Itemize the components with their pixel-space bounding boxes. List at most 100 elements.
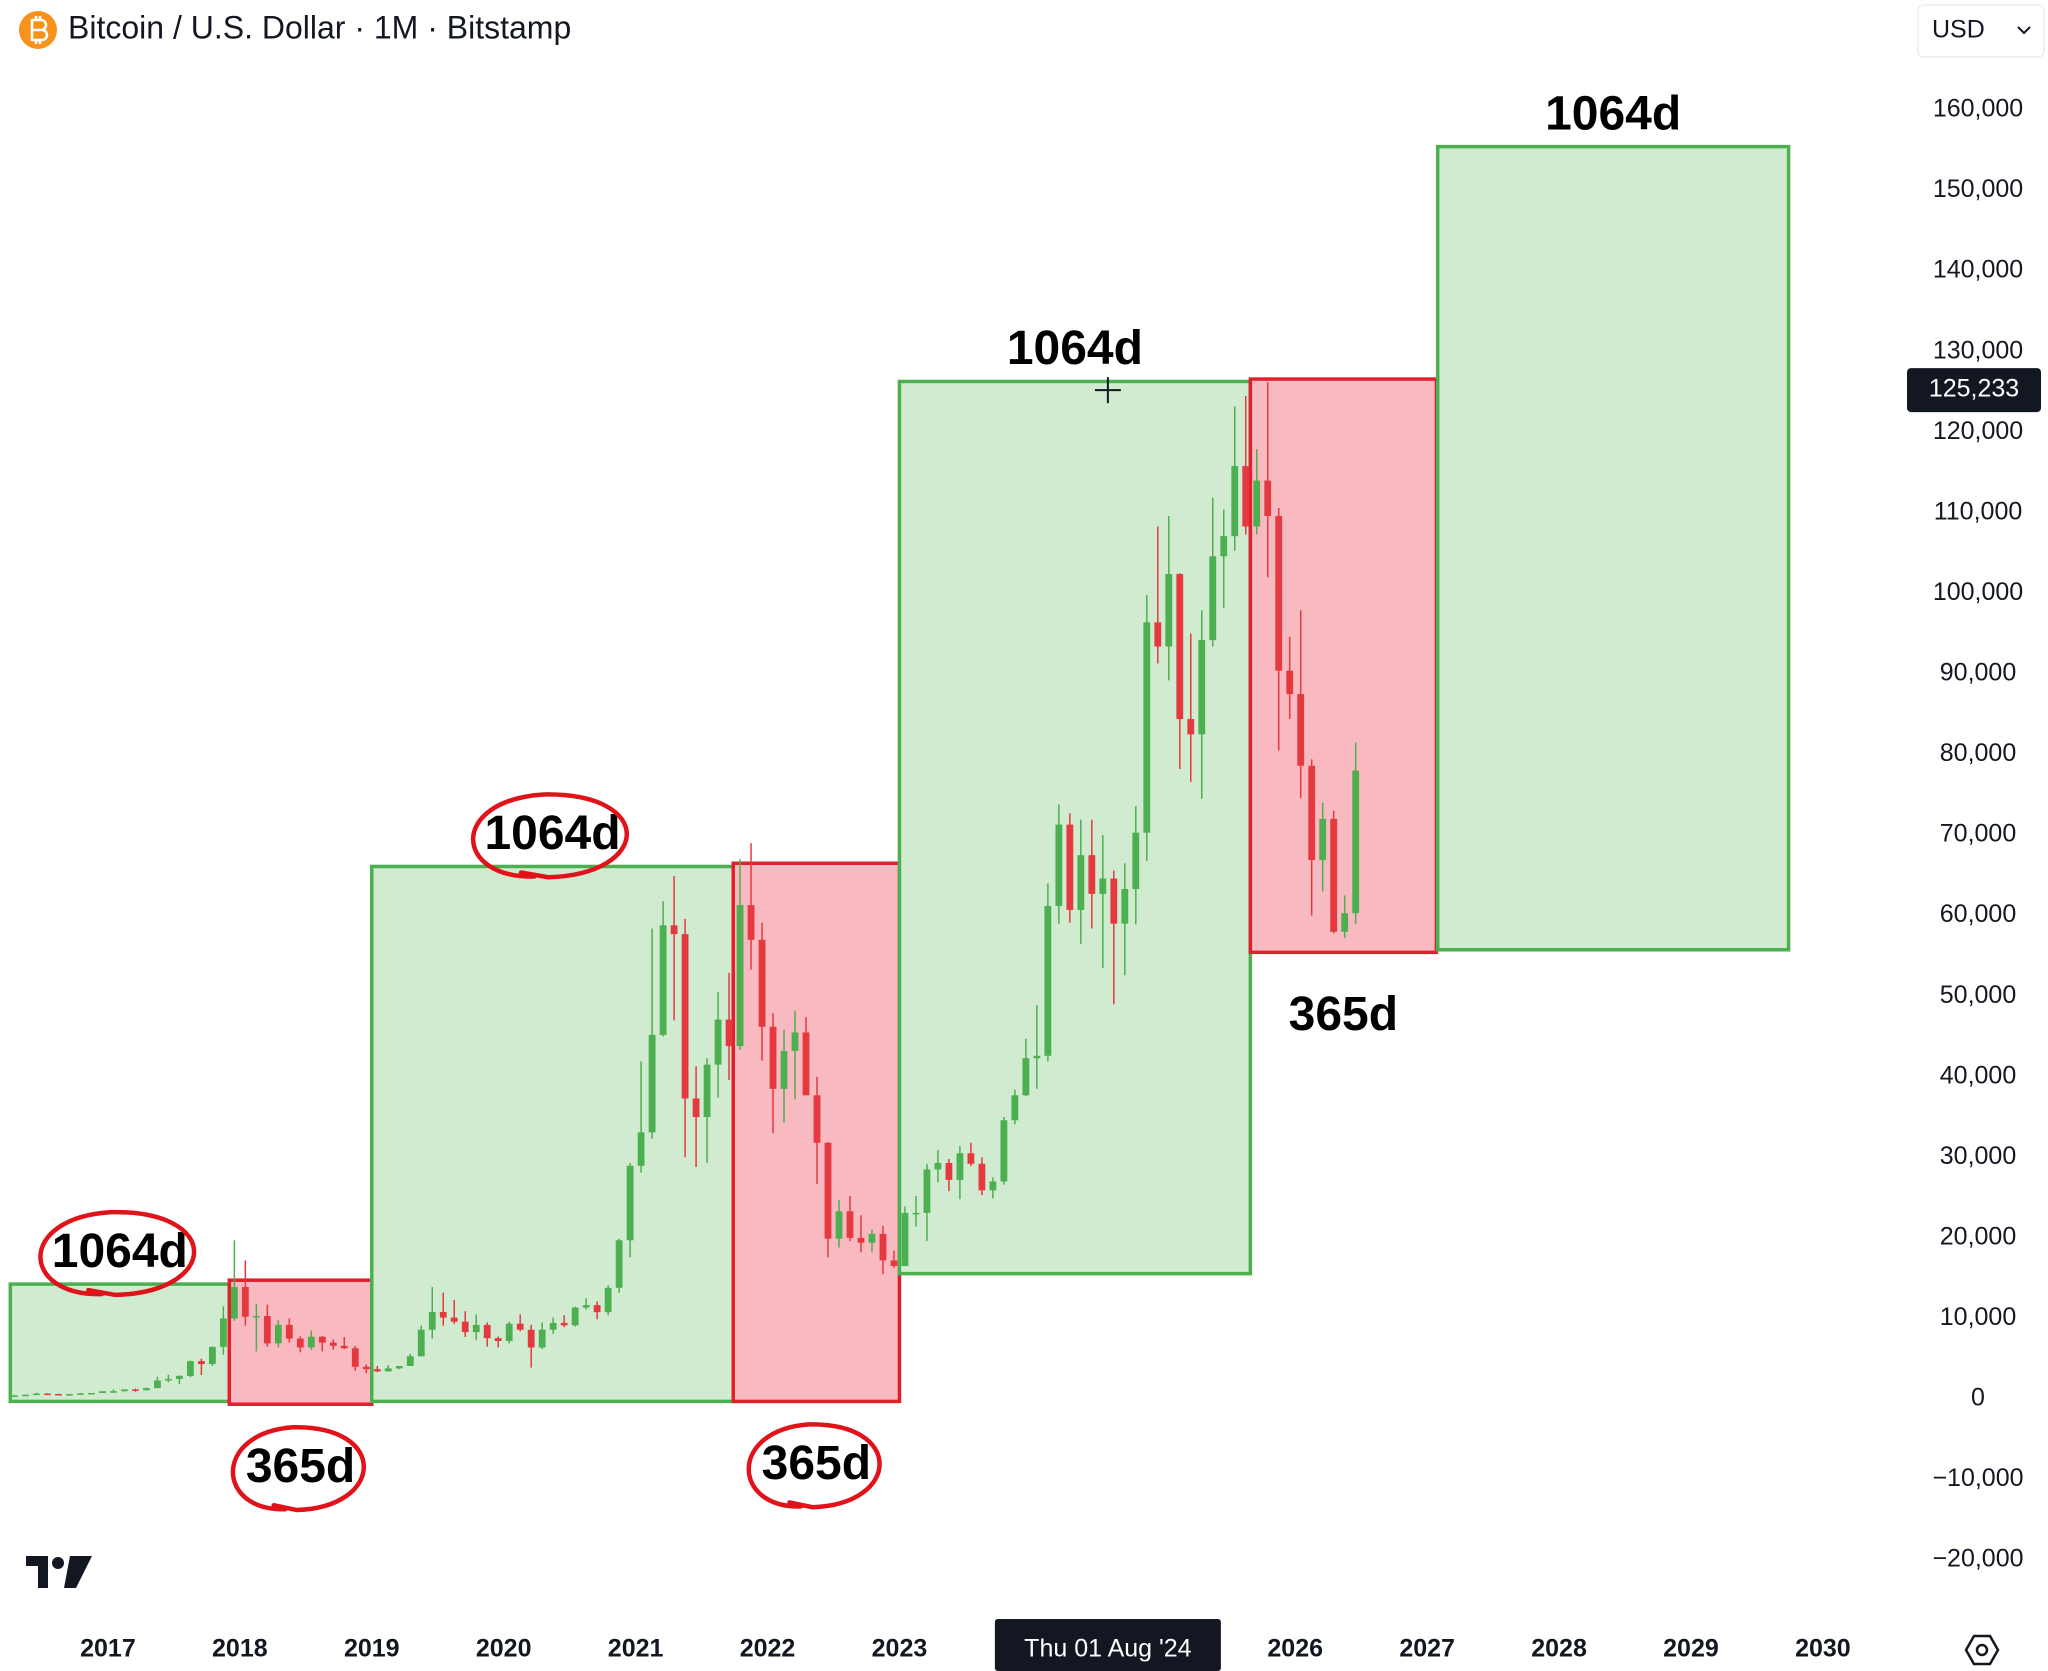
candle-body: [197, 1361, 205, 1365]
candle-body: [1352, 770, 1360, 914]
candle-body: [703, 1064, 711, 1118]
candle-body: [132, 1389, 139, 1391]
candle-body: [626, 1165, 634, 1241]
crosshair-price-box: [1907, 368, 2041, 413]
candle-body: [461, 1321, 469, 1333]
candle-body: [527, 1329, 535, 1348]
candle-body: [1055, 824, 1063, 906]
range-box: [897, 379, 1253, 1276]
candle-body: [285, 1324, 293, 1339]
candle-body: [1099, 878, 1107, 894]
candle-body: [33, 1393, 40, 1396]
candle-body: [1165, 574, 1173, 647]
x-tick-label: 2018: [212, 1635, 268, 1663]
candle-body: [516, 1323, 524, 1330]
candle-body: [1242, 466, 1250, 527]
currency-label[interactable]: USD: [1932, 16, 1985, 44]
candle-body: [88, 1392, 95, 1395]
candle-body: [571, 1307, 579, 1326]
candle-body: [1220, 536, 1228, 557]
candle-body: [692, 1098, 700, 1118]
candle-body: [1187, 719, 1195, 735]
candle-body: [901, 1212, 909, 1267]
candle-body: [143, 1388, 150, 1391]
candle-body: [670, 925, 678, 935]
candle-body: [923, 1169, 931, 1213]
y-tick-label: 150,000: [1933, 175, 2023, 203]
y-tick-label: 0: [1971, 1384, 1985, 1412]
candle-body: [373, 1369, 381, 1372]
candle-body: [263, 1316, 271, 1344]
candle-body: [1088, 855, 1096, 894]
y-tick-label: 120,000: [1933, 417, 2023, 445]
box-label: 1064d: [1545, 87, 1681, 140]
settings-icon[interactable]: [1964, 1634, 2000, 1666]
y-tick-label: 20,000: [1940, 1222, 2016, 1250]
x-tick-label: 2027: [1399, 1635, 1455, 1663]
y-tick-label: 10,000: [1940, 1303, 2016, 1331]
currency-button[interactable]: [1917, 4, 2045, 58]
candle-body: [175, 1375, 183, 1380]
x-tick-label: 2020: [476, 1635, 532, 1663]
header: Bitcoin / U.S. Dollar · 1M · Bitstamp US…: [19, 4, 2045, 58]
tradingview-logo: [26, 1556, 92, 1588]
candle-body: [989, 1181, 997, 1191]
candle-body: [307, 1336, 315, 1348]
candle-body: [121, 1389, 128, 1392]
candle-body: [66, 1394, 73, 1396]
candle-body: [494, 1338, 502, 1341]
candle-body: [868, 1233, 876, 1243]
chevron-icon[interactable]: [2017, 26, 2031, 35]
candle-body: [956, 1153, 964, 1180]
candle-body: [274, 1324, 282, 1344]
y-tick-label: 160,000: [1933, 95, 2023, 123]
candle-body: [22, 1394, 29, 1397]
x-tick-label: 2021: [608, 1635, 664, 1663]
crosshair-price-label: 125,233: [1929, 375, 2019, 403]
time-axis: 2017 2018 2019 2020 2021 2022 2023 2026 2027 2028…: [80, 1619, 1851, 1671]
candle-body: [1066, 824, 1074, 910]
x-tick-label: 2026: [1267, 1635, 1323, 1663]
candle-body: [637, 1132, 645, 1166]
candle-body: [55, 1393, 62, 1396]
candle-body: [582, 1305, 590, 1308]
candle-body: [1044, 905, 1052, 1056]
candle-body: [439, 1311, 447, 1318]
candle-body: [1143, 622, 1151, 833]
candle-body: [1275, 516, 1283, 671]
candle-body: [1308, 765, 1316, 861]
plot-area: 1064d 365d 1064d 365d 1064d 365d 1064d: [8, 87, 1791, 1513]
y-tick-label: 80,000: [1940, 739, 2016, 767]
candle-body: [1253, 480, 1261, 527]
candle-body: [99, 1391, 106, 1393]
candle-body: [1033, 1055, 1041, 1059]
candle-body: [428, 1311, 436, 1330]
crosshair-time-label: Thu 01 Aug '24: [1024, 1635, 1192, 1663]
candle-body: [329, 1342, 337, 1346]
candle-body: [77, 1393, 84, 1395]
x-tick-label: 2023: [872, 1635, 928, 1663]
y-tick-label: 130,000: [1933, 336, 2023, 364]
hand-drawn-circle: [746, 1422, 882, 1510]
candle-body: [472, 1324, 480, 1333]
candle-body: [890, 1260, 898, 1267]
candle-body: [769, 1026, 777, 1089]
x-tick-label: 2028: [1531, 1635, 1587, 1663]
y-tick-label: −10,000: [1932, 1464, 2023, 1492]
y-tick-label: 40,000: [1940, 1061, 2016, 1089]
box-label: 1064d: [1007, 322, 1143, 375]
y-tick-label: 110,000: [1934, 497, 2023, 525]
range-box: [1435, 144, 1791, 952]
price-axis: −20,000 −10,000 0 10,000 20,000 30,000 40,000 5…: [1907, 95, 2041, 1573]
y-tick-label: −20,000: [1932, 1545, 2023, 1573]
candle-body: [1000, 1120, 1008, 1182]
candle-body: [1132, 832, 1140, 890]
x-tick-label: 2022: [740, 1635, 796, 1663]
candle-body: [208, 1346, 216, 1365]
candle-body: [1121, 889, 1129, 924]
candle-body: [593, 1305, 601, 1313]
candle-body: [318, 1336, 326, 1343]
crosshair-cursor: [1094, 377, 1121, 404]
